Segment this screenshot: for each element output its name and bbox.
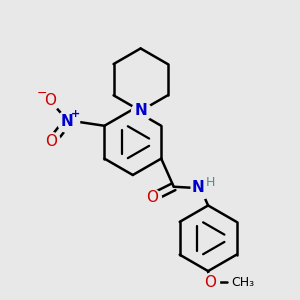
Text: O: O <box>204 274 216 290</box>
Text: N: N <box>134 103 147 118</box>
Text: CH₃: CH₃ <box>232 275 255 289</box>
Text: N: N <box>192 180 205 195</box>
Text: N: N <box>61 114 73 129</box>
Text: O: O <box>45 134 57 149</box>
Text: H: H <box>206 176 215 189</box>
Text: +: + <box>71 109 80 119</box>
Text: −: − <box>37 87 47 101</box>
Text: O: O <box>146 190 158 205</box>
Text: O: O <box>44 93 56 108</box>
